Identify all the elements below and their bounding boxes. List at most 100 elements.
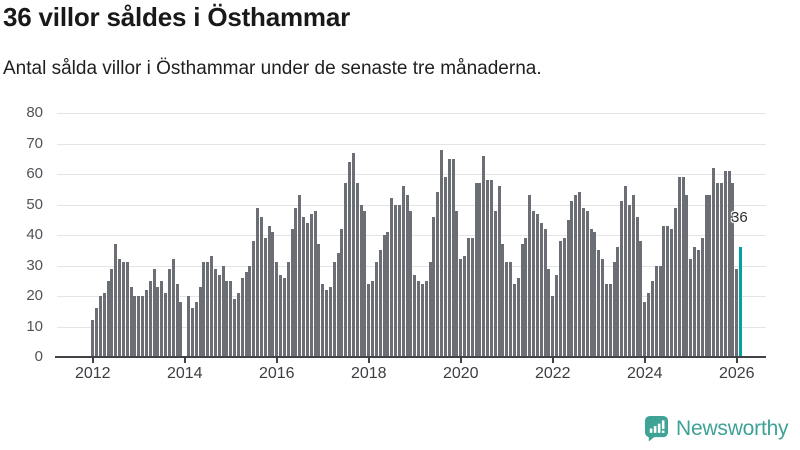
bar: [673, 207, 677, 357]
gridline-y-70: [57, 143, 766, 145]
bar: [436, 192, 440, 357]
bar: [125, 262, 129, 357]
bar: [512, 283, 516, 357]
bar-highlighted-latest: [739, 247, 743, 357]
bar: [616, 247, 620, 357]
bar: [236, 292, 240, 357]
bar: [344, 183, 348, 357]
bar: [574, 195, 578, 357]
bar: [259, 216, 263, 357]
bar: [179, 302, 183, 357]
bar: [417, 280, 421, 357]
x-axis-label-2024: 2024: [626, 365, 663, 382]
x-axis-label-2018: 2018: [350, 365, 387, 382]
bar: [160, 280, 164, 357]
bar: [148, 280, 152, 357]
bar: [723, 170, 727, 357]
bar: [570, 201, 574, 357]
y-axis-label-50: 50: [26, 195, 43, 213]
bar: [309, 213, 313, 357]
x-axis-label-2016: 2016: [258, 365, 295, 382]
chart-subtitle: Antal sålda villor i Östhammar under de …: [3, 58, 542, 79]
bar: [658, 265, 662, 357]
x-axis-label-2012: 2012: [74, 365, 111, 382]
bar: [662, 225, 666, 357]
bar: [474, 183, 478, 357]
bar: [386, 231, 390, 357]
y-axis-label-30: 30: [26, 256, 43, 274]
bar: [470, 238, 474, 357]
x-axis-tick-2014: [183, 358, 186, 363]
bar: [604, 283, 608, 357]
bar: [282, 277, 286, 357]
bar: [294, 207, 298, 357]
bar: [95, 308, 99, 357]
bar: [198, 286, 202, 357]
bar: [712, 167, 716, 357]
bar: [482, 155, 486, 357]
bar: [620, 201, 624, 357]
bar: [719, 183, 723, 357]
bar: [413, 274, 417, 357]
bar: [505, 262, 509, 357]
bar: [451, 158, 455, 357]
bar: [547, 268, 551, 357]
bar: [217, 274, 221, 357]
bar: [650, 280, 654, 357]
y-axis-label-10: 10: [26, 317, 43, 335]
bar: [589, 228, 593, 357]
bar: [612, 262, 616, 357]
bar: [367, 283, 371, 357]
bar: [256, 207, 260, 357]
bar: [558, 241, 562, 357]
x-axis-label-2014: 2014: [166, 365, 203, 382]
bar: [447, 158, 451, 357]
bar: [397, 204, 401, 357]
latest-value-annotation: 36: [731, 209, 748, 226]
bar: [363, 210, 367, 357]
bar: [240, 277, 244, 357]
bar: [106, 280, 110, 357]
bar: [325, 289, 329, 357]
bar: [321, 283, 325, 357]
bar: [585, 210, 589, 357]
bar: [378, 250, 382, 357]
bar: [555, 274, 559, 357]
bar: [463, 256, 467, 357]
x-axis-tick-2012: [91, 358, 94, 363]
y-axis-label-70: 70: [26, 134, 43, 152]
bar: [643, 302, 647, 357]
bar: [440, 149, 444, 357]
bar: [696, 250, 700, 357]
bar-chart-plot-area: 0 10 20 30 40 50 60 70 80 2012 2014 2016 2018 2020 202…: [26, 104, 766, 382]
bar: [666, 225, 670, 357]
bar: [202, 262, 206, 357]
bar: [455, 210, 459, 357]
bar: [624, 186, 628, 357]
bar: [313, 210, 317, 357]
bar: [374, 262, 378, 357]
bar: [221, 265, 225, 357]
bar: [206, 262, 210, 357]
bar: [187, 296, 191, 357]
newsworthy-wordmark: Newsworthy: [676, 416, 789, 440]
bar: [129, 286, 133, 357]
bar: [340, 228, 344, 357]
bar: [489, 180, 493, 357]
bar: [493, 210, 497, 357]
bar: [328, 286, 332, 357]
bar: [121, 262, 125, 357]
bar: [141, 296, 145, 357]
bar: [133, 296, 137, 357]
bar: [647, 292, 651, 357]
newsworthy-logo[interactable]: Newsworthy: [644, 415, 789, 442]
bar: [501, 244, 505, 357]
bar: [597, 250, 601, 357]
bar: [152, 268, 156, 357]
bar: [700, 238, 704, 357]
x-axis-line: [55, 356, 766, 358]
bar: [543, 228, 547, 357]
bar: [509, 262, 513, 357]
bar: [539, 222, 543, 357]
